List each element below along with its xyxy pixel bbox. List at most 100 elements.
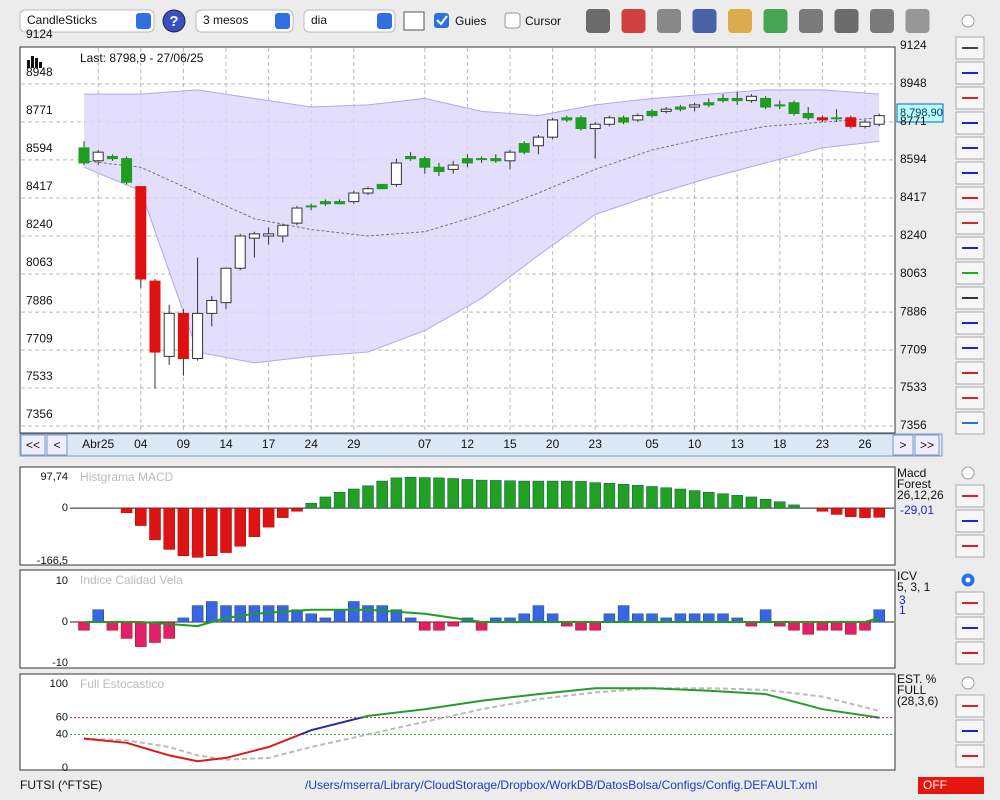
candle-body: [532, 136, 544, 147]
help-button[interactable]: [162, 9, 186, 33]
nav-button[interactable]: [46, 434, 68, 456]
y-tick-label: 7709: [26, 331, 53, 345]
macd-title: Histgrama MACD: [80, 470, 174, 484]
tool-button[interactable]: [621, 9, 646, 33]
period: 3 mesos: [203, 13, 248, 27]
histogram-bar: [177, 507, 190, 557]
histogram-bar: [92, 609, 104, 623]
candle-body: [163, 312, 175, 357]
histogram-bar: [632, 484, 644, 509]
macd-legend: 26,12,26: [897, 488, 944, 502]
candle-body: [632, 115, 644, 121]
histogram-bar: [546, 613, 559, 623]
candle-body: [816, 117, 828, 121]
histogram-bar: [191, 507, 204, 558]
tool-button[interactable]: [728, 9, 752, 33]
candle-body: [518, 143, 530, 153]
histogram-bar: [206, 601, 218, 623]
histogram-bar: [830, 621, 843, 631]
nav-next[interactable]: >: [899, 438, 906, 452]
chart-settings-button[interactable]: [403, 11, 425, 31]
nav-button[interactable]: [892, 434, 914, 456]
histogram-bar: [603, 613, 616, 623]
histogram-bar: [333, 609, 346, 623]
tool-button[interactable]: [763, 9, 788, 33]
stochastic-legend: EST. %: [897, 672, 937, 686]
nav-prev[interactable]: <: [53, 438, 60, 452]
histogram-bar: [305, 503, 317, 509]
candle-body: [547, 119, 559, 138]
band-line: [84, 89, 880, 117]
histogram-bar: [120, 507, 133, 514]
histogram-bar: [419, 621, 431, 631]
histogram-bar: [319, 496, 332, 509]
guides-checkbox[interactable]: [434, 13, 449, 28]
candle-body: [774, 104, 786, 107]
mode-button[interactable]: [918, 777, 984, 794]
radio[interactable]: [961, 466, 975, 480]
histogram-bar: [333, 491, 346, 509]
histogram-bar: [135, 507, 147, 526]
histogram-bar: [873, 609, 885, 623]
config-path[interactable]: /Users/mserra/Library/CloudStorage/Dropb…: [305, 778, 817, 792]
period-select[interactable]: [195, 9, 294, 33]
candle-body: [504, 151, 516, 162]
icv-legend: ICV: [897, 569, 917, 583]
histogram-bar: [859, 621, 871, 631]
tool-button[interactable]: [799, 9, 823, 33]
candle-body: [561, 117, 573, 121]
histogram-bar: [788, 504, 800, 509]
histogram-bar: [703, 491, 715, 509]
tool-button[interactable]: [586, 9, 610, 33]
histogram-bar: [220, 507, 232, 553]
histogram-bar: [759, 498, 772, 509]
candle-body: [575, 117, 587, 130]
last-price: Last: 8798,9 - 27/06/25: [80, 51, 204, 65]
interval-select[interactable]: [303, 9, 396, 33]
y-tick-label: 10: [56, 575, 68, 587]
candle-body: [405, 155, 417, 160]
x-tick-label: 17: [262, 437, 276, 451]
histogram-bar: [490, 480, 502, 509]
nav-first[interactable]: <<: [26, 438, 40, 452]
chart-type-select[interactable]: [19, 9, 155, 33]
date-axis: [19, 433, 943, 457]
histogram-bar: [688, 490, 701, 509]
histogram-bar: [163, 621, 175, 639]
candle-body: [589, 123, 601, 130]
tool-button[interactable]: [834, 9, 859, 33]
nav-last[interactable]: >>: [920, 438, 934, 452]
histogram-bar: [617, 605, 630, 623]
y-tick-label: 8594: [26, 141, 53, 155]
tool-button[interactable]: [870, 9, 894, 33]
tool-button[interactable]: [905, 9, 930, 33]
radio[interactable]: [961, 14, 975, 28]
x-tick-label: 07: [418, 437, 432, 451]
y-tick-label: 8240: [900, 228, 927, 242]
candle-body: [461, 158, 473, 164]
histogram-bar: [191, 605, 204, 623]
histogram-bar: [774, 501, 786, 509]
tool-button[interactable]: [692, 9, 717, 33]
y-tick-label: 7356: [26, 407, 53, 421]
histogram-bar: [319, 617, 332, 623]
histogram-bar: [703, 613, 715, 623]
tool-button[interactable]: [657, 9, 681, 33]
x-tick-label: 18: [773, 437, 787, 451]
nav-button[interactable]: [914, 434, 940, 456]
candle-body: [717, 97, 729, 102]
x-tick-label: 15: [503, 437, 517, 451]
histogram-bar: [603, 483, 616, 509]
radio[interactable]: [961, 676, 975, 690]
histogram-bar: [589, 621, 601, 631]
mode-label[interactable]: OFF: [923, 778, 947, 792]
histogram-bar: [617, 483, 630, 509]
cursor-checkbox[interactable]: [504, 12, 521, 29]
histogram-bar: [277, 507, 289, 518]
histogram-bar: [788, 621, 800, 631]
nav-button[interactable]: [20, 434, 46, 456]
histogram-bar: [376, 480, 388, 509]
y-tick-label: 7886: [26, 293, 53, 307]
histogram-bar: [561, 480, 573, 509]
candle-body: [106, 155, 118, 160]
